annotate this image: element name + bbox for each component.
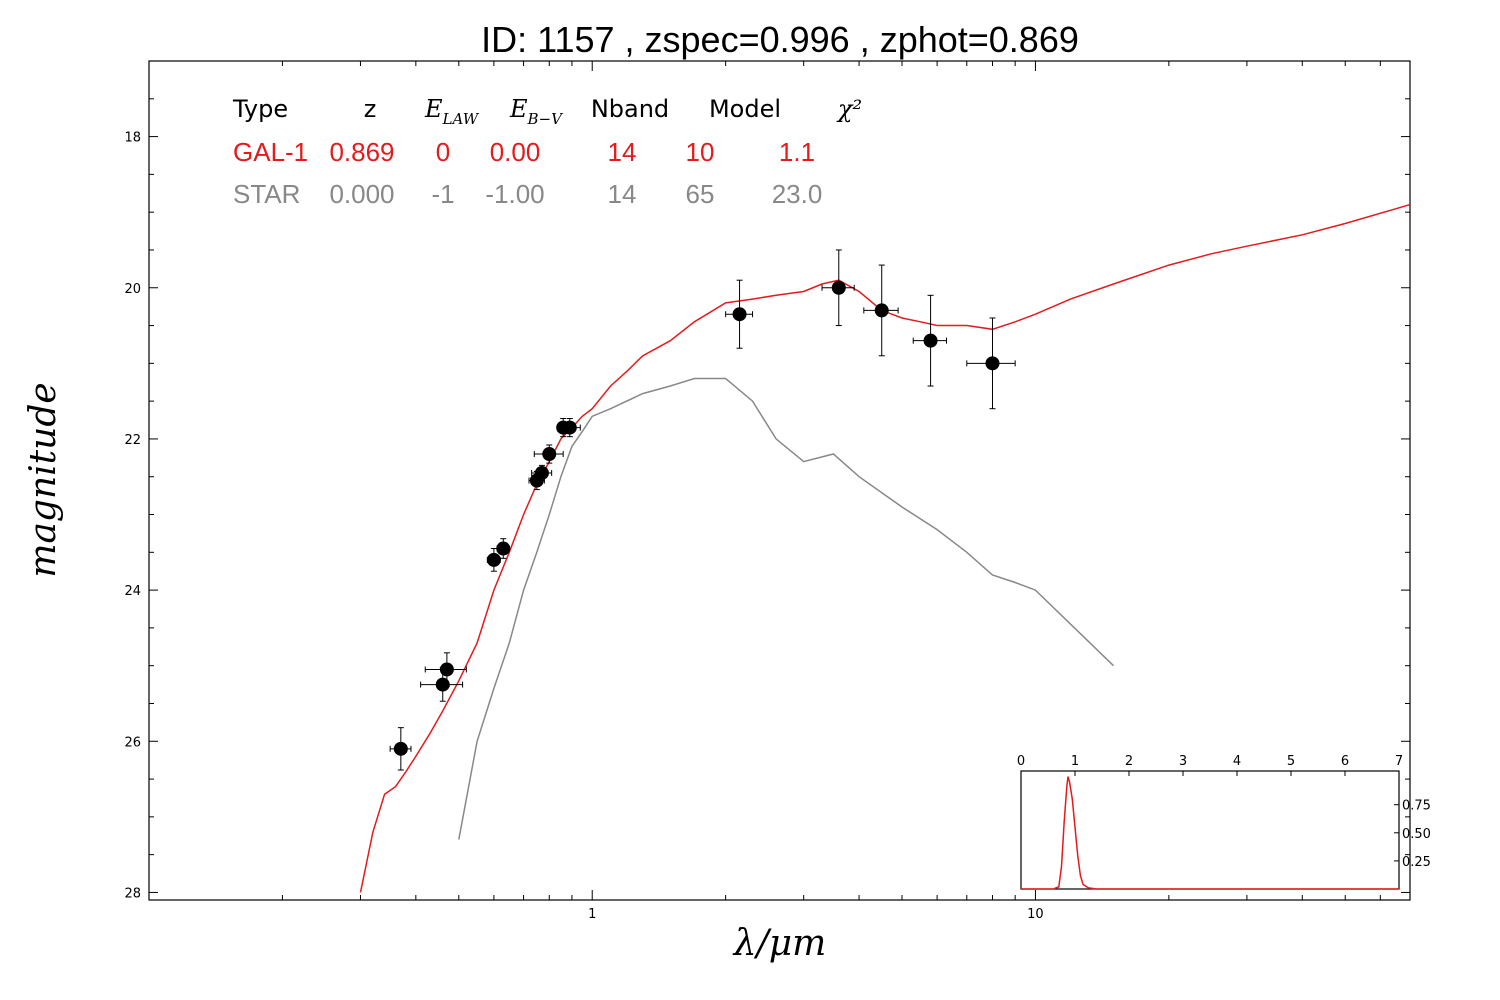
photometry-point bbox=[831, 280, 846, 295]
photometry-point bbox=[393, 741, 408, 756]
y-tick-label: 28 bbox=[124, 886, 141, 901]
legend-cell-star: 23.0 bbox=[772, 179, 823, 209]
x-tick-label: 1 bbox=[588, 907, 596, 922]
legend-cell-star: 65 bbox=[686, 179, 715, 209]
header-model: Model bbox=[709, 95, 781, 123]
x-tick-label: 10 bbox=[1027, 907, 1044, 922]
inset-x-tick-label: 4 bbox=[1233, 754, 1241, 769]
inset-x-tick-label: 6 bbox=[1341, 754, 1349, 769]
y-tick-label: 20 bbox=[124, 282, 141, 297]
y-tick-label: 24 bbox=[124, 584, 141, 599]
legend-cell-galaxy: GAL-1 bbox=[233, 137, 308, 167]
legend-cell-galaxy: 0.869 bbox=[329, 137, 394, 167]
inset-x-tick-label: 1 bbox=[1071, 754, 1079, 769]
photometry-point bbox=[732, 307, 747, 322]
inset-x-tick-label: 2 bbox=[1125, 754, 1133, 769]
chart-title: ID: 1157 , zspec=0.996 , zphot=0.869 bbox=[481, 19, 1079, 60]
legend-cell-star: 0.000 bbox=[329, 179, 394, 209]
y-tick-label: 18 bbox=[124, 131, 141, 146]
legend-cell-galaxy: 1.1 bbox=[779, 137, 815, 167]
redshift-pdf-inset: 0 1 2 3 4 5 6 7 0.25 0.50 0.75 bbox=[1017, 754, 1431, 890]
y-axis-label: magnitude bbox=[23, 382, 64, 577]
inset-y-tick-label: 0.25 bbox=[1402, 855, 1431, 870]
header-type: Type bbox=[232, 95, 288, 123]
photometry-point bbox=[874, 303, 889, 318]
inset-x-tick-label: 7 bbox=[1395, 754, 1403, 769]
photometry-point bbox=[534, 465, 549, 480]
x-axis-label: λ/μm bbox=[732, 923, 826, 964]
header-nband: Nband bbox=[591, 95, 669, 123]
plot-frame bbox=[148, 60, 1411, 901]
inset-y-tick-label: 0.50 bbox=[1402, 827, 1431, 842]
inset-x-tick-label: 0 bbox=[1017, 754, 1025, 769]
legend-cell-galaxy: 10 bbox=[686, 137, 715, 167]
header-z: z bbox=[364, 95, 377, 123]
photometry-point bbox=[439, 662, 454, 677]
legend-cell-star: 14 bbox=[608, 179, 637, 209]
photometry-point bbox=[496, 541, 511, 556]
legend-cell-star: STAR bbox=[233, 179, 300, 209]
y-tick-label: 26 bbox=[124, 735, 141, 750]
legend-cell-galaxy: 0.00 bbox=[490, 137, 541, 167]
photometry-point bbox=[486, 552, 501, 567]
y-tick-label: 22 bbox=[124, 433, 141, 448]
header-elaw: ELAW bbox=[424, 95, 480, 128]
photometry-point bbox=[923, 333, 938, 348]
legend-cell-galaxy: 14 bbox=[608, 137, 637, 167]
star-model-line bbox=[458, 377, 1115, 840]
inset-y-tick-label: 0.75 bbox=[1402, 799, 1431, 814]
header-chi2: χ² bbox=[836, 95, 862, 123]
inset-x-tick-label: 5 bbox=[1287, 754, 1295, 769]
photometry-point bbox=[542, 447, 557, 462]
inset-x-tick-label: 3 bbox=[1179, 754, 1187, 769]
header-ebv: EB−V bbox=[509, 95, 564, 128]
inset-frame bbox=[1020, 770, 1400, 890]
galaxy-model-line bbox=[359, 203, 1410, 893]
photometry-point bbox=[985, 356, 1000, 371]
legend-table: Type z ELAW EB−V Nband Model χ² GAL-1 0.869 0 0.00… bbox=[232, 95, 862, 209]
photometry-point bbox=[562, 420, 577, 435]
legend-cell-star: -1 bbox=[431, 179, 454, 209]
photometry-point bbox=[435, 677, 450, 692]
pdz-line bbox=[1021, 776, 1399, 890]
legend-cell-galaxy: 0 bbox=[436, 137, 450, 167]
legend-cell-star: -1.00 bbox=[485, 179, 544, 209]
x-axis: 1 10 bbox=[281, 61, 1411, 922]
